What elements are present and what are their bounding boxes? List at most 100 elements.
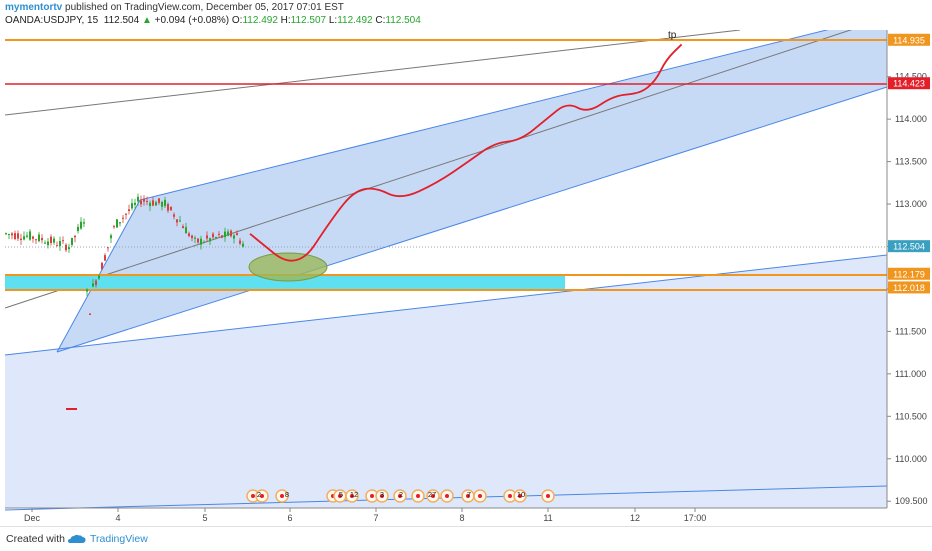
symbol-label: OANDA:USDJPY, 15 [5, 15, 99, 26]
candle-body [212, 233, 214, 238]
price-label-box [888, 267, 930, 280]
candle-body [56, 245, 58, 247]
high-label: H: [280, 15, 291, 26]
close-value: 112.504 [385, 15, 421, 26]
candle-body [152, 200, 154, 206]
candle-body [194, 237, 196, 239]
candle-body [11, 233, 13, 236]
y-tick-label: 113.000 [895, 199, 927, 209]
price-label-box [888, 77, 930, 90]
price-change: +0.094 (+0.08%) [154, 15, 230, 26]
chart-header: mymentortv published on TradingView.com,… [0, 0, 932, 30]
candle-body [170, 206, 172, 211]
event-count: 5 [339, 490, 343, 499]
candle-body [146, 200, 148, 202]
candle-body [17, 233, 19, 239]
candle-body [74, 235, 76, 238]
y-tick-label: 114.500 [895, 72, 927, 82]
candle-body [35, 239, 37, 241]
candle-body [215, 237, 217, 239]
tradingview-brand-link[interactable]: TradingView [90, 533, 148, 545]
price-label-text: 112.504 [893, 242, 925, 252]
quote-line: OANDA:USDJPY, 15 112.504 ▲ +0.094 (+0.08… [5, 15, 421, 26]
event-dot [518, 494, 522, 498]
candle-body [230, 230, 232, 237]
event-count: 12 [350, 490, 358, 499]
candle-body [68, 247, 70, 250]
candlesticks [5, 193, 244, 315]
event-dot [546, 494, 550, 498]
event-count: 27 [428, 490, 436, 499]
candle-body [137, 196, 139, 202]
candle-body [167, 204, 169, 211]
candle-body [47, 241, 49, 246]
candle-body [116, 219, 118, 228]
created-with-text: Created with [6, 533, 65, 545]
price-label-text: 114.935 [893, 35, 925, 45]
candle-body [107, 247, 109, 249]
candle-body [59, 240, 61, 247]
candle-body [188, 233, 190, 237]
lower-region [5, 255, 887, 508]
y-tick-label: 111.000 [895, 369, 926, 379]
candle-body [164, 199, 166, 207]
candle-body [143, 198, 145, 202]
low-value: 112.492 [337, 15, 373, 26]
candle-body [239, 240, 241, 244]
candle-body [89, 313, 91, 315]
event-dot [380, 494, 384, 498]
candle-body [50, 236, 52, 244]
event-dot [398, 494, 402, 498]
publish-line: mymentortv published on TradingView.com,… [5, 2, 344, 13]
gray-trend-line-upper [4, 29, 741, 116]
y-tick-label: 114.000 [895, 114, 927, 124]
y-tick-label: 113.500 [895, 157, 927, 167]
calendar-events[interactable]: 2 8 5 12 3 2 27 7 10 [246, 489, 555, 503]
candle-body [8, 234, 10, 236]
candle-body [98, 275, 100, 279]
event-dot [478, 494, 482, 498]
candle-body [182, 226, 184, 229]
price-label-box [888, 240, 930, 253]
price-label-text: 114.423 [893, 79, 925, 89]
candle-body [92, 283, 94, 287]
candle-body [23, 236, 25, 240]
candle-body [20, 238, 22, 240]
author-link[interactable]: mymentortv [5, 2, 63, 13]
event-dot [350, 494, 354, 498]
price-label-box [888, 281, 930, 294]
x-tick-label: 7 [373, 513, 378, 523]
up-arrow-icon: ▲ [141, 15, 152, 26]
open-value: 112.492 [242, 15, 278, 26]
candle-body [62, 240, 64, 242]
event-dot [251, 494, 255, 498]
event-dot [370, 494, 374, 498]
x-tick-label: Dec [24, 513, 41, 523]
y-tick-label: 110.000 [895, 454, 927, 464]
close-label: C: [375, 15, 386, 26]
candle-body [77, 226, 79, 232]
candle-body [95, 280, 97, 286]
candle-body [80, 221, 82, 229]
gray-trend-line-lower [4, 17, 888, 309]
event-dot [445, 494, 449, 498]
candle-body [233, 235, 235, 239]
support-zone [5, 276, 565, 290]
channel-upper-line [139, 14, 888, 201]
event-count: 3 [380, 490, 384, 499]
candle-body [83, 222, 85, 224]
candle-body [218, 233, 220, 235]
candle-body [86, 289, 88, 292]
tp-annotation: tp [668, 30, 677, 41]
candle-body [131, 203, 133, 209]
price-label-text: 112.018 [893, 283, 925, 293]
x-tick-label: 12 [630, 513, 640, 523]
candle-body [29, 231, 31, 240]
x-axis-ticks: Dec 4 5 6 7 8 11 12 17:00 [24, 508, 706, 523]
candle-body [236, 233, 238, 236]
candle-body [53, 238, 55, 243]
price-label-box [888, 33, 930, 46]
published-text: published on TradingView.com, December 0… [65, 2, 344, 13]
candle-body [227, 231, 229, 236]
